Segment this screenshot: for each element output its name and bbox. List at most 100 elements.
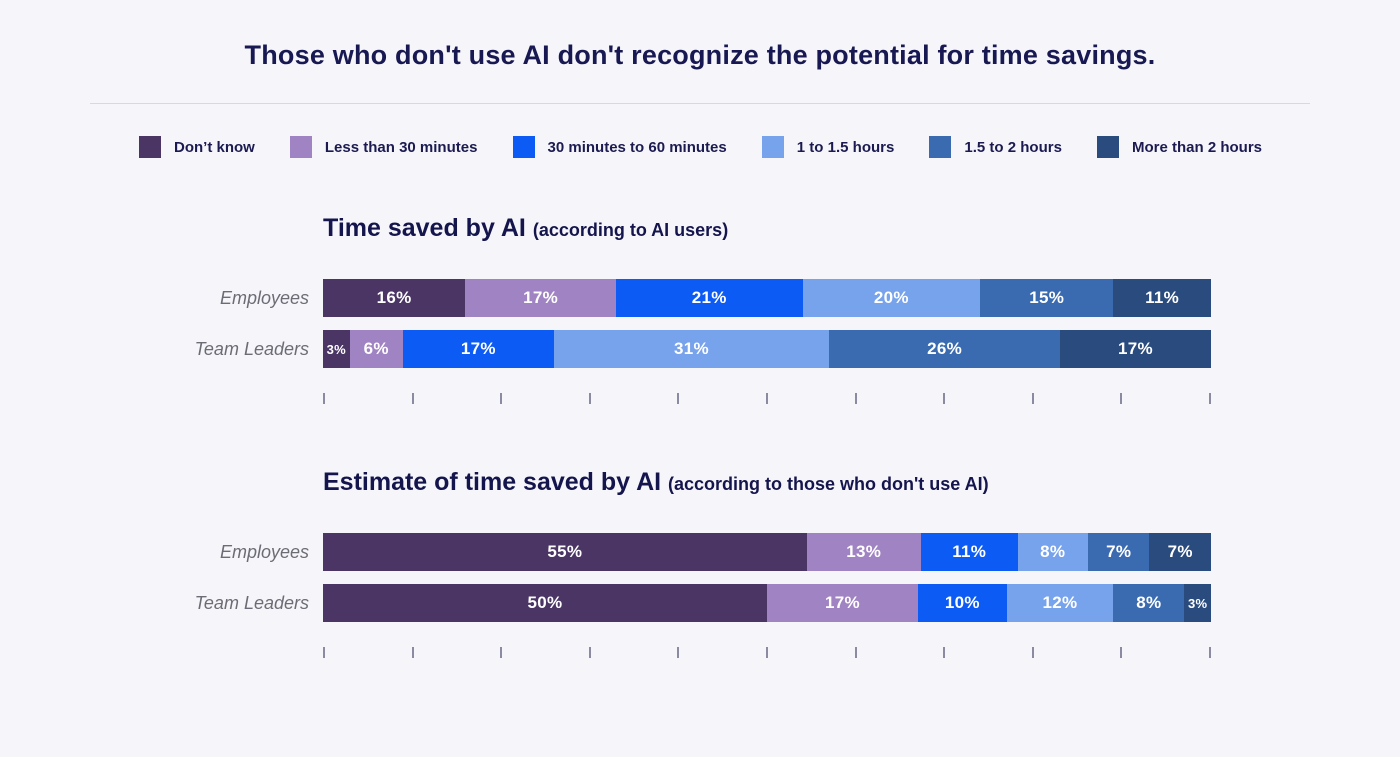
axis-tick xyxy=(677,647,680,658)
bar-row: Team Leaders 3% 6% 17% 31% 26% 17% xyxy=(90,330,1310,368)
legend-item-label: Less than 30 minutes xyxy=(324,138,478,156)
legend-item-label: 1 to 1.5 hours xyxy=(796,138,895,156)
axis-tick xyxy=(1120,393,1123,404)
bar-segment: 12% xyxy=(1006,584,1114,622)
axis-tick xyxy=(411,393,414,404)
legend-swatch xyxy=(289,136,312,158)
axis-tick xyxy=(323,647,325,658)
legend-swatch xyxy=(929,136,952,158)
stacked-bar: 3% 6% 17% 31% 26% 17% xyxy=(323,330,1211,368)
bar-segment: 15% xyxy=(980,279,1114,317)
axis-tick xyxy=(765,647,768,658)
bar-row: Employees 16% 17% 21% 20% 15% 11% xyxy=(90,279,1310,317)
stacked-bar: 16% 17% 21% 20% 15% 11% xyxy=(323,279,1211,317)
segment-value-label: 55% xyxy=(547,542,583,561)
legend-item: Don’t know xyxy=(139,136,255,158)
bar-segment: 10% xyxy=(917,584,1007,622)
segment-value-label: 10% xyxy=(944,593,980,612)
axis-tick xyxy=(943,647,946,658)
bar-segment: 7% xyxy=(1149,533,1211,571)
bar-segment: 17% xyxy=(1059,330,1211,368)
axis-tick xyxy=(500,647,503,658)
axis-tick xyxy=(411,647,414,658)
chart-subtitle: (according to those who don't use AI) xyxy=(668,474,989,494)
axis-tick xyxy=(588,647,591,658)
bar-rows: Employees 16% 17% 21% 20% 15% 11% Team Leaders 3… xyxy=(90,279,1310,368)
bar-segment: 55% xyxy=(323,533,807,571)
segment-value-label: 20% xyxy=(873,288,909,307)
stacked-bar: 50% 17% 10% 12% 8% 3% xyxy=(323,584,1211,622)
category-label: Employees xyxy=(219,287,309,308)
stacked-bar: 55% 13% 11% 8% 7% 7% xyxy=(323,533,1211,571)
segment-value-label: 31% xyxy=(674,339,709,358)
axis-tick xyxy=(854,393,857,404)
axis-tick xyxy=(854,647,857,658)
segment-value-label: 7% xyxy=(1167,542,1193,561)
bar-row: Team Leaders 50% 17% 10% 12% 8% 3% xyxy=(90,584,1310,622)
axis-tick xyxy=(943,393,946,404)
legend-item: 1 to 1.5 hours xyxy=(761,136,895,158)
bar-segment: 26% xyxy=(829,330,1060,368)
legend-item-label: 1.5 to 2 hours xyxy=(964,138,1062,156)
page-title: Those who don't use AI don't recognize t… xyxy=(244,40,1156,70)
segment-value-label: 50% xyxy=(527,593,563,612)
segment-value-label: 26% xyxy=(927,339,963,358)
axis-tick xyxy=(1031,647,1034,658)
segment-value-label: 17% xyxy=(523,288,559,307)
legend-item-label: 30 minutes to 60 minutes xyxy=(547,138,727,156)
bar-segment: 17% xyxy=(767,584,918,622)
bar-segment: 31% xyxy=(553,330,830,368)
axis-tick xyxy=(1208,647,1211,658)
bar-row: Employees 55% 13% 11% 8% 7% 7% xyxy=(90,533,1310,571)
axis-tick xyxy=(323,393,325,404)
chart-time-saved-ai-users: Time saved by AI (according to AI users)… xyxy=(90,214,1310,404)
legend-item: 1.5 to 2 hours xyxy=(929,136,1062,158)
segment-value-label: 12% xyxy=(1042,593,1078,612)
axis-ticks xyxy=(323,647,1211,658)
axis-tick xyxy=(1031,393,1034,404)
segment-value-label: 11% xyxy=(1145,288,1180,307)
bar-segment: 17% xyxy=(465,279,617,317)
legend-item-label: Don’t know xyxy=(174,138,255,156)
bar-segment: 17% xyxy=(402,330,554,368)
axis-tick xyxy=(1120,647,1123,658)
segment-value-label: 21% xyxy=(691,288,727,307)
axis-tick xyxy=(765,393,768,404)
header-divider xyxy=(90,103,1310,104)
legend: Don’t know Less than 30 minutes 30 minutes… xyxy=(90,136,1310,158)
category-label: Team Leaders xyxy=(194,338,309,359)
legend-swatch xyxy=(512,136,535,158)
segment-value-label: 7% xyxy=(1106,542,1132,561)
legend-item-label: More than 2 hours xyxy=(1131,138,1262,156)
bar-segment: 7% xyxy=(1087,533,1150,571)
chart-title: Estimate of time saved by AI xyxy=(323,468,662,496)
legend-item: 30 minutes to 60 minutes xyxy=(512,136,727,158)
bar-rows: Employees 55% 13% 11% 8% 7% 7% Team Leaders 50% 1… xyxy=(90,533,1310,622)
category-label: Employees xyxy=(219,541,309,562)
segment-value-label: 13% xyxy=(846,542,882,561)
bar-segment: 21% xyxy=(616,279,803,317)
bar-segment: 13% xyxy=(806,533,921,571)
legend-swatch xyxy=(761,136,784,158)
bar-segment: 20% xyxy=(802,279,981,317)
bar-segment: 3% xyxy=(1184,584,1211,622)
segment-value-label: 17% xyxy=(825,593,860,612)
segment-value-label: 8% xyxy=(1040,542,1066,561)
axis-tick xyxy=(588,393,591,404)
chart-subtitle: (according to AI users) xyxy=(532,220,729,240)
segment-value-label: 8% xyxy=(1136,593,1162,612)
segment-value-label: 17% xyxy=(460,339,496,358)
category-label: Team Leaders xyxy=(194,592,309,613)
chart-title: Time saved by AI xyxy=(323,214,526,242)
bar-segment: 50% xyxy=(323,584,767,622)
bar-segment: 3% xyxy=(323,330,350,368)
chart-estimate-non-users: Estimate of time saved by AI (according … xyxy=(90,468,1310,658)
legend-item: More than 2 hours xyxy=(1096,136,1262,158)
bar-segment: 16% xyxy=(323,279,466,317)
bar-segment: 11% xyxy=(1113,279,1211,317)
segment-value-label: 15% xyxy=(1029,288,1065,307)
legend-item: Less than 30 minutes xyxy=(289,136,478,158)
infographic: Those who don't use AI don't recognize t… xyxy=(90,0,1310,718)
segment-value-label: 3% xyxy=(326,341,346,357)
segment-value-label: 17% xyxy=(1117,339,1153,358)
